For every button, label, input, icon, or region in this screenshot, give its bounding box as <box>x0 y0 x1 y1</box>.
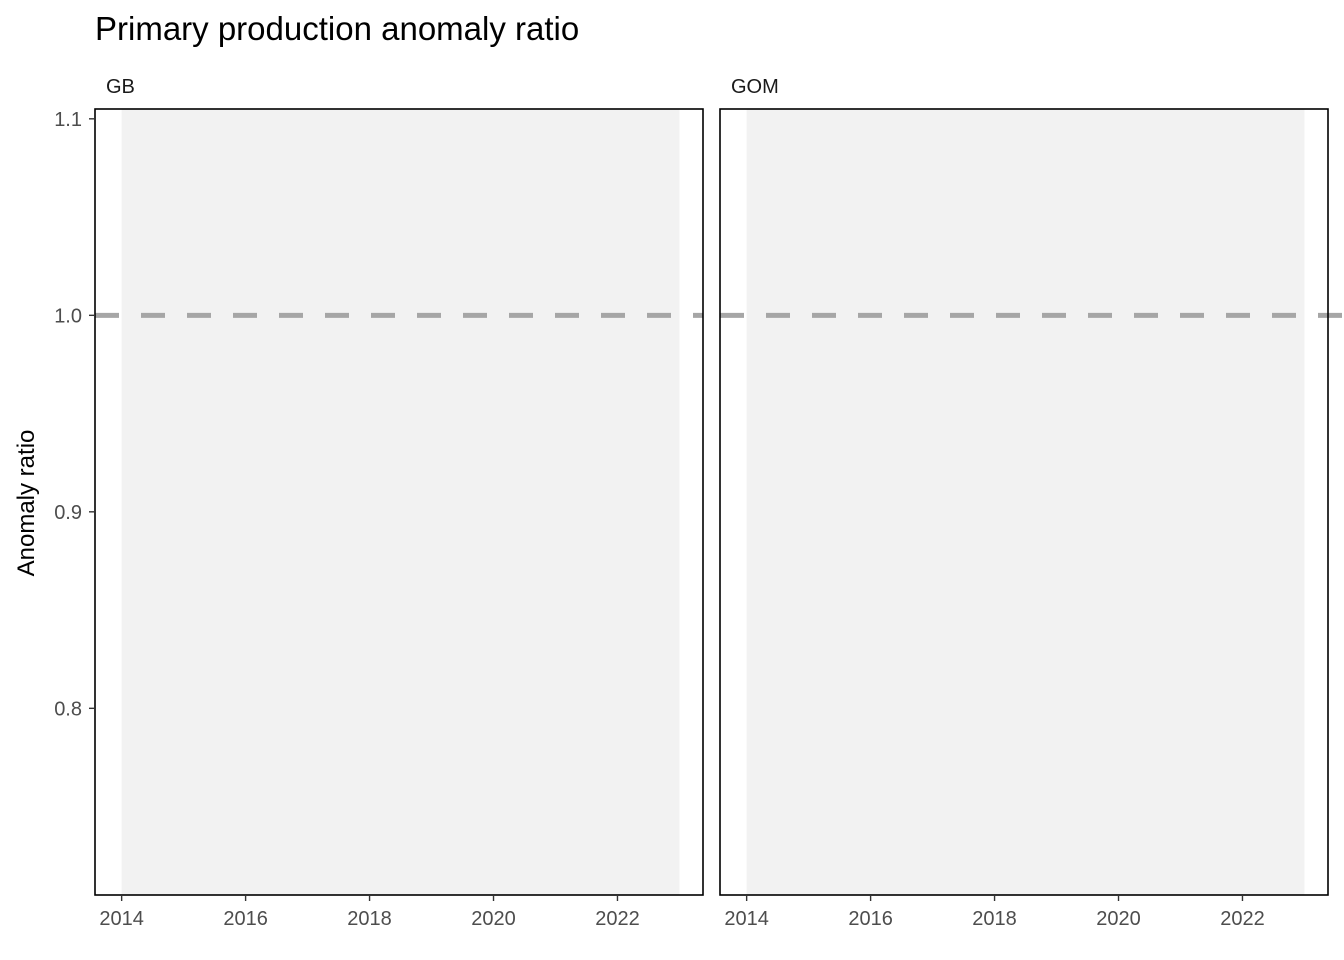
shaded-range <box>746 109 1305 895</box>
panel-frame <box>94 108 704 896</box>
panel-frame <box>719 108 1329 896</box>
x-tick-label: 2018 <box>347 908 392 930</box>
facet-panel-gb: GB 2014 2016 2018 2020 2022 0.8 0.9 1.0 1.1 <box>54 76 704 930</box>
shaded-range <box>121 109 680 895</box>
x-tick-label: 2014 <box>724 908 769 930</box>
facet-label: GOM <box>731 76 779 98</box>
y-tick-label: 1.0 <box>54 305 82 327</box>
x-tick-label: 2020 <box>471 908 516 930</box>
y-axis-title: Anomaly ratio <box>13 430 40 577</box>
y-tick-label: 0.9 <box>54 502 82 524</box>
y-tick-label: 0.8 <box>54 698 82 720</box>
y-tick-label: 1.1 <box>54 109 82 131</box>
x-tick-label: 2016 <box>848 908 893 930</box>
x-tick-label: 2018 <box>972 908 1017 930</box>
x-tick-label: 2022 <box>1220 908 1265 930</box>
x-tick-label: 2016 <box>223 908 268 930</box>
x-tick-label: 2014 <box>99 908 144 930</box>
facet-panels: GB 2014 2016 2018 2020 2022 0.8 0.9 1.0 1.1 GOM 201… <box>54 76 1344 930</box>
x-tick-label: 2020 <box>1096 908 1141 930</box>
x-tick-label: 2022 <box>595 908 640 930</box>
chart-title: Primary production anomaly ratio <box>95 10 579 47</box>
facet-panel-gom: GOM 2014 2016 2018 2020 2022 <box>719 76 1344 930</box>
facet-label: GB <box>106 76 135 98</box>
